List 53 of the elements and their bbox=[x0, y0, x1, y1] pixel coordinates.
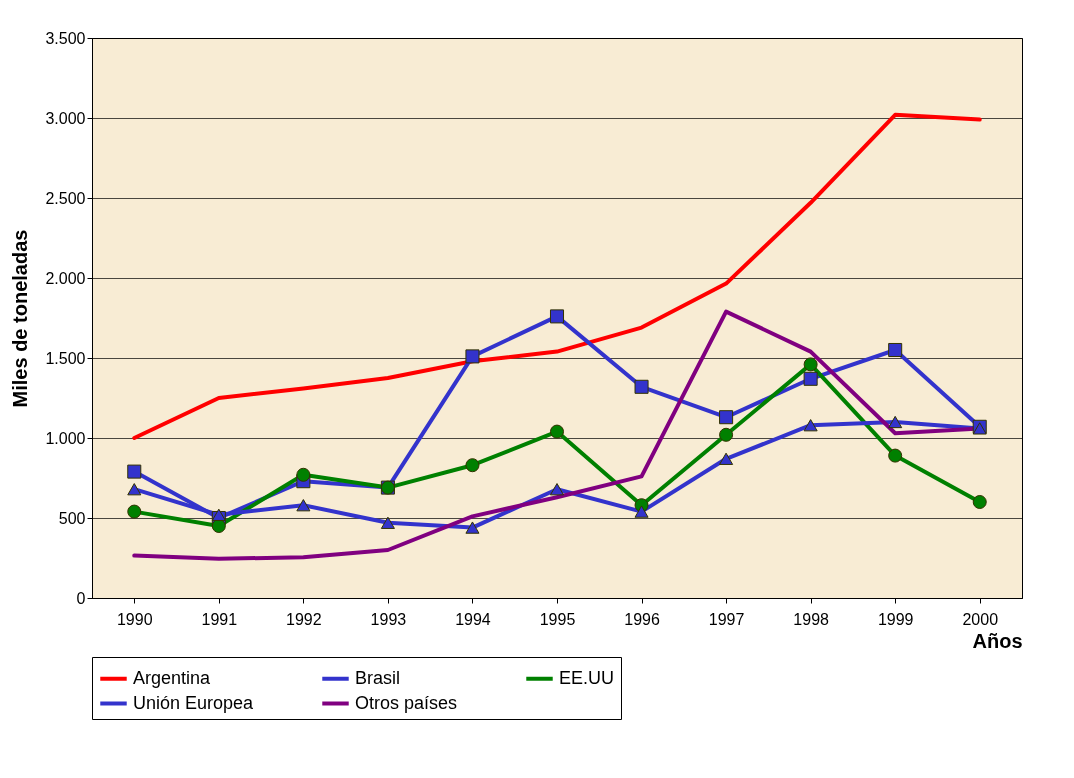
point bbox=[211, 508, 226, 521]
point bbox=[127, 483, 142, 496]
legend-label: Argentina bbox=[133, 667, 212, 688]
y-axis-title: Miles de toneladas bbox=[9, 229, 32, 408]
point bbox=[888, 415, 903, 429]
point bbox=[296, 467, 311, 482]
point bbox=[803, 419, 818, 432]
x-tick-label: 1999 bbox=[877, 610, 914, 628]
y-tick-label: 2.000 bbox=[45, 269, 86, 287]
point bbox=[465, 349, 480, 364]
point bbox=[296, 499, 311, 512]
x-tick-label: 1990 bbox=[116, 610, 153, 628]
point bbox=[465, 521, 480, 534]
point bbox=[972, 494, 987, 510]
y-tick-label: 0 bbox=[76, 589, 86, 607]
x-tick-label: 1992 bbox=[286, 610, 322, 628]
y-tick-label: 3.500 bbox=[45, 29, 86, 47]
point bbox=[127, 464, 142, 479]
x-tick-label: 2000 bbox=[962, 610, 999, 628]
legend-label: EE.UU bbox=[559, 667, 615, 688]
line-series bbox=[132, 112, 982, 440]
x-tick-label: 1998 bbox=[793, 610, 830, 628]
point bbox=[803, 371, 818, 386]
x-axis-title: Años bbox=[972, 629, 1023, 652]
point bbox=[719, 410, 734, 425]
point bbox=[127, 504, 142, 519]
y-tick-label: 1.500 bbox=[45, 349, 86, 367]
legend-label: Brasil bbox=[355, 667, 401, 688]
point bbox=[719, 452, 734, 465]
point bbox=[719, 427, 734, 442]
point bbox=[549, 483, 565, 496]
point bbox=[211, 518, 226, 534]
x-tick-label: 1993 bbox=[370, 610, 407, 628]
x-tick-label: 1991 bbox=[201, 610, 238, 628]
point bbox=[380, 516, 395, 529]
point bbox=[888, 342, 903, 358]
y-tick-label: 3.000 bbox=[45, 109, 86, 127]
x-tick-label: 1995 bbox=[539, 610, 576, 628]
point bbox=[634, 379, 649, 394]
legend-label: Otros países bbox=[355, 692, 458, 713]
x-tick-label: 1994 bbox=[455, 610, 491, 628]
point bbox=[549, 424, 565, 439]
point bbox=[549, 309, 565, 324]
point bbox=[803, 357, 818, 372]
point bbox=[465, 458, 480, 473]
point bbox=[888, 448, 903, 463]
x-tick-label: 1997 bbox=[708, 610, 745, 628]
legend-label: Unión Europea bbox=[133, 692, 255, 713]
y-tick-label: 500 bbox=[58, 509, 86, 527]
point bbox=[634, 505, 649, 518]
x-tick-label: 1996 bbox=[624, 610, 660, 628]
y-tick-label: 2.500 bbox=[45, 189, 86, 207]
y-tick-label: 1.000 bbox=[45, 429, 86, 447]
